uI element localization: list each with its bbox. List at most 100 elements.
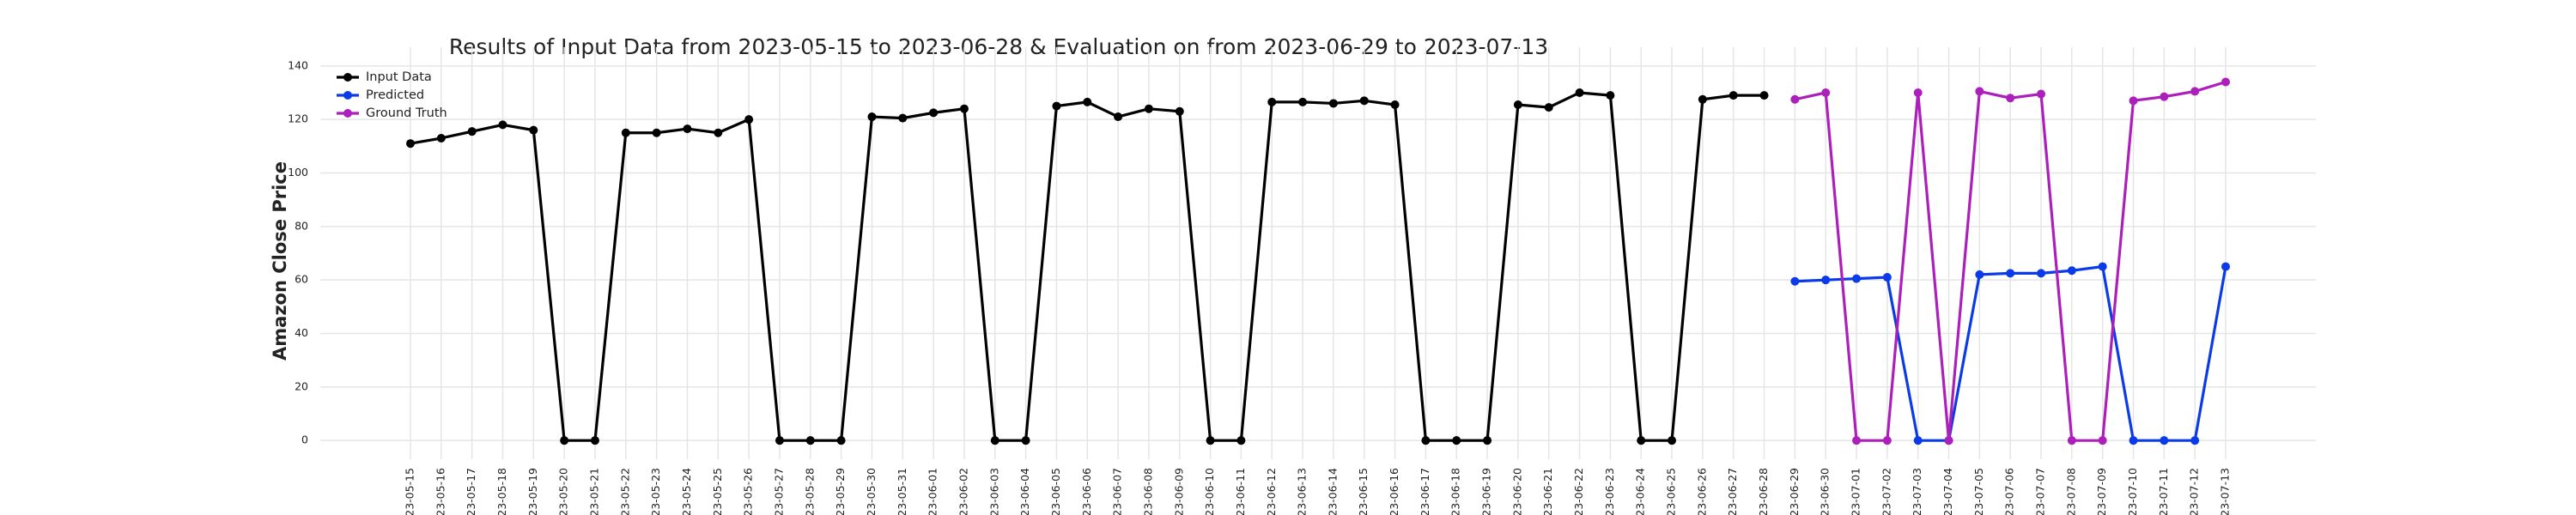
legend-marker	[343, 109, 352, 118]
point	[406, 139, 415, 148]
point	[1759, 91, 1769, 100]
x-tick-label: 2023-06-14	[1326, 468, 1339, 515]
point	[683, 124, 692, 134]
point	[1083, 97, 1092, 106]
x-tick-label: 2023-07-04	[1941, 468, 1954, 515]
x-tick-label: 2023-06-06	[1080, 468, 1093, 515]
point	[1637, 436, 1646, 445]
x-tick-label: 2023-06-17	[1419, 468, 1431, 515]
x-tick-label: 2023-05-15	[404, 468, 416, 515]
point	[775, 436, 784, 445]
point	[2037, 89, 2046, 99]
point	[929, 108, 939, 118]
point	[1975, 270, 1984, 279]
y-tick-label: 0	[301, 433, 308, 446]
x-tick-label: 2023-05-23	[649, 468, 662, 515]
point	[2129, 96, 2138, 106]
point	[836, 436, 846, 445]
x-tick-label: 2023-06-13	[1296, 468, 1309, 515]
point	[714, 128, 723, 137]
x-tick-label: 2023-05-18	[495, 468, 508, 515]
point	[590, 436, 599, 445]
point	[1021, 436, 1030, 445]
point	[1298, 97, 1308, 106]
x-tick-label: 2023-07-02	[1880, 468, 1893, 515]
x-tick-label: 2023-06-22	[1572, 468, 1585, 515]
x-tick-label: 2023-06-16	[1388, 468, 1400, 515]
point	[2037, 269, 2046, 278]
point	[1206, 436, 1215, 445]
x-tick-label: 2023-07-03	[1911, 468, 1923, 515]
y-tick-label: 80	[295, 219, 308, 232]
legend-label: Input Data	[366, 70, 432, 84]
point	[1852, 274, 1862, 283]
x-tick-label: 2023-06-10	[1203, 468, 1216, 515]
point	[1114, 112, 1123, 122]
point	[2006, 94, 2015, 103]
x-tick-label: 2023-05-25	[711, 468, 724, 515]
point	[436, 133, 446, 142]
x-tick-label: 2023-05-16	[434, 468, 447, 515]
point	[1668, 436, 1677, 445]
y-tick-label: 60	[295, 273, 308, 286]
point	[1267, 97, 1277, 106]
legend-label: Predicted	[366, 88, 424, 102]
y-tick-label: 140	[288, 58, 308, 71]
point	[990, 436, 999, 445]
x-tick-label: 2023-05-30	[865, 468, 878, 515]
point	[1606, 91, 1615, 100]
point	[2129, 436, 2138, 445]
point	[1513, 100, 1522, 110]
y-tick-label: 40	[295, 326, 308, 339]
point	[621, 128, 630, 137]
x-tick-label: 2023-06-21	[1541, 468, 1554, 515]
point	[2160, 436, 2169, 445]
x-tick-label: 2023-06-03	[987, 468, 1000, 515]
point	[2190, 87, 2200, 96]
x-tick-label: 2023-05-28	[803, 468, 816, 515]
point	[2067, 266, 2076, 276]
point	[529, 125, 538, 135]
x-tick-label: 2023-06-28	[1757, 468, 1770, 515]
x-tick-label: 2023-06-26	[1695, 468, 1708, 515]
x-tick-label: 2023-06-07	[1111, 468, 1124, 515]
x-tick-label: 2023-07-11	[2157, 468, 2170, 515]
point	[959, 104, 969, 113]
x-tick-label: 2023-06-25	[1665, 468, 1678, 515]
x-tick-label: 2023-06-04	[1018, 468, 1031, 515]
point	[498, 120, 507, 130]
point	[867, 112, 877, 122]
x-tick-label: 2023-06-18	[1449, 468, 1462, 515]
point	[1975, 87, 1984, 96]
point	[560, 436, 569, 445]
point	[1359, 96, 1369, 106]
x-tick-label: 2023-07-13	[2219, 468, 2232, 515]
x-tick-label: 2023-06-23	[1603, 468, 1616, 515]
x-tick-label: 2023-05-29	[834, 468, 847, 515]
x-tick-label: 2023-06-19	[1480, 468, 1493, 515]
point	[1698, 94, 1707, 104]
x-tick-label: 2023-07-07	[2034, 468, 2047, 515]
point	[467, 127, 477, 136]
point	[744, 115, 754, 124]
point	[652, 128, 661, 137]
x-tick-label: 2023-06-12	[1265, 468, 1278, 515]
x-tick-label: 2023-05-26	[742, 468, 755, 515]
point	[1728, 91, 1738, 100]
x-tick-label: 2023-06-11	[1234, 468, 1247, 515]
x-tick-label: 2023-06-02	[957, 468, 969, 515]
x-tick-label: 2023-06-30	[1819, 468, 1832, 515]
point	[1821, 276, 1831, 285]
y-tick-label: 100	[288, 166, 308, 179]
point	[805, 436, 815, 445]
x-tick-label: 2023-07-10	[2126, 468, 2139, 515]
point	[1421, 436, 1431, 445]
point	[2098, 262, 2107, 271]
x-tick-label: 2023-07-09	[2095, 468, 2108, 515]
point	[1575, 88, 1584, 97]
legend-label: Ground Truth	[366, 106, 447, 120]
x-tick-label: 2023-06-24	[1634, 468, 1647, 515]
x-tick-label: 2023-07-01	[1850, 468, 1862, 515]
x-tick-label: 2023-06-01	[927, 468, 939, 515]
